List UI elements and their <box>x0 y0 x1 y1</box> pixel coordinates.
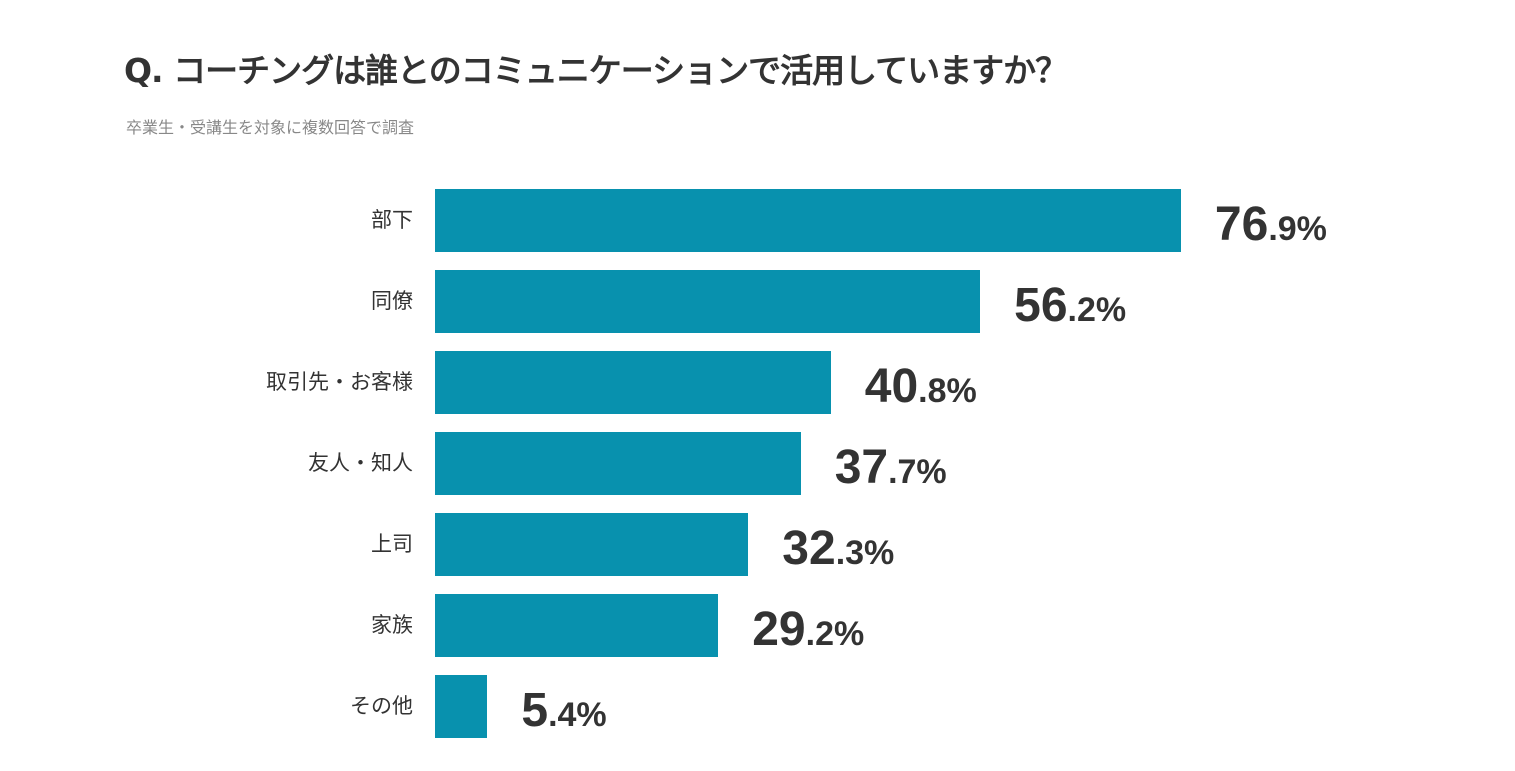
data-label-decimal: .4% <box>548 696 607 734</box>
bar <box>435 189 1181 252</box>
data-label: 32.3% <box>782 517 894 580</box>
bar <box>435 351 831 414</box>
category-label: 同僚 <box>371 289 413 313</box>
data-label: 5.4% <box>521 679 606 742</box>
data-label: 37.7% <box>835 436 947 499</box>
data-label-decimal: .3% <box>835 534 895 572</box>
category-label: 部下 <box>371 208 413 232</box>
bar <box>435 432 801 495</box>
category-label: 家族 <box>371 613 413 637</box>
category-label: 上司 <box>371 532 413 556</box>
data-label-integer: 37 <box>834 441 889 494</box>
data-label: 40.8% <box>865 355 977 418</box>
data-label-integer: 29 <box>752 603 806 656</box>
data-label-decimal: .8% <box>918 372 977 410</box>
category-label: 取引先・お客様 <box>266 370 413 394</box>
category-label: 友人・知人 <box>308 451 413 475</box>
data-label-decimal: .9% <box>1268 210 1327 248</box>
data-label: 29.2% <box>752 598 864 661</box>
data-label-integer: 40 <box>864 360 919 413</box>
bar <box>435 675 488 738</box>
chart-title: Q. コーチングは誰とのコミュニケーションで活用していますか？ <box>124 51 1068 90</box>
data-label-integer: 76 <box>1214 198 1269 251</box>
data-label-decimal: .7% <box>888 453 947 491</box>
data-label: 76.9% <box>1215 193 1327 256</box>
data-label: 56.2% <box>1014 274 1126 337</box>
data-label-integer: 32 <box>782 522 836 575</box>
bar <box>435 513 749 576</box>
data-label-integer: 5 <box>521 684 549 737</box>
bar <box>435 270 981 333</box>
chart-subtitle: 卒業生・受講生を対象に複数回答で調査 <box>126 118 415 137</box>
bar <box>435 594 719 657</box>
category-label: その他 <box>350 694 413 718</box>
data-label-decimal: .2% <box>1067 291 1127 329</box>
data-label-integer: 56 <box>1014 279 1068 332</box>
data-label-decimal: .2% <box>805 615 865 653</box>
